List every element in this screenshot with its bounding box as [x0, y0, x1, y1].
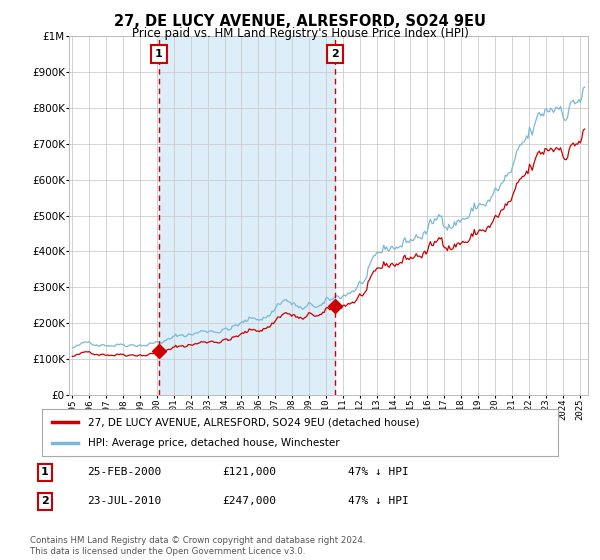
- Text: 47% ↓ HPI: 47% ↓ HPI: [348, 496, 409, 506]
- Text: 2: 2: [331, 49, 339, 59]
- Text: 2: 2: [41, 496, 49, 506]
- Text: £247,000: £247,000: [222, 496, 276, 506]
- Text: 23-JUL-2010: 23-JUL-2010: [87, 496, 161, 506]
- Text: Contains HM Land Registry data © Crown copyright and database right 2024.
This d: Contains HM Land Registry data © Crown c…: [30, 536, 365, 556]
- Text: 27, DE LUCY AVENUE, ALRESFORD, SO24 9EU (detached house): 27, DE LUCY AVENUE, ALRESFORD, SO24 9EU …: [88, 417, 420, 427]
- Text: 1: 1: [41, 467, 49, 477]
- Text: 25-FEB-2000: 25-FEB-2000: [87, 467, 161, 477]
- Text: Price paid vs. HM Land Registry's House Price Index (HPI): Price paid vs. HM Land Registry's House …: [131, 27, 469, 40]
- Bar: [159, 36, 335, 395]
- Text: 27, DE LUCY AVENUE, ALRESFORD, SO24 9EU: 27, DE LUCY AVENUE, ALRESFORD, SO24 9EU: [114, 14, 486, 29]
- Text: 47% ↓ HPI: 47% ↓ HPI: [348, 467, 409, 477]
- Text: £121,000: £121,000: [222, 467, 276, 477]
- Text: 1: 1: [155, 49, 163, 59]
- Text: HPI: Average price, detached house, Winchester: HPI: Average price, detached house, Winc…: [88, 438, 340, 448]
